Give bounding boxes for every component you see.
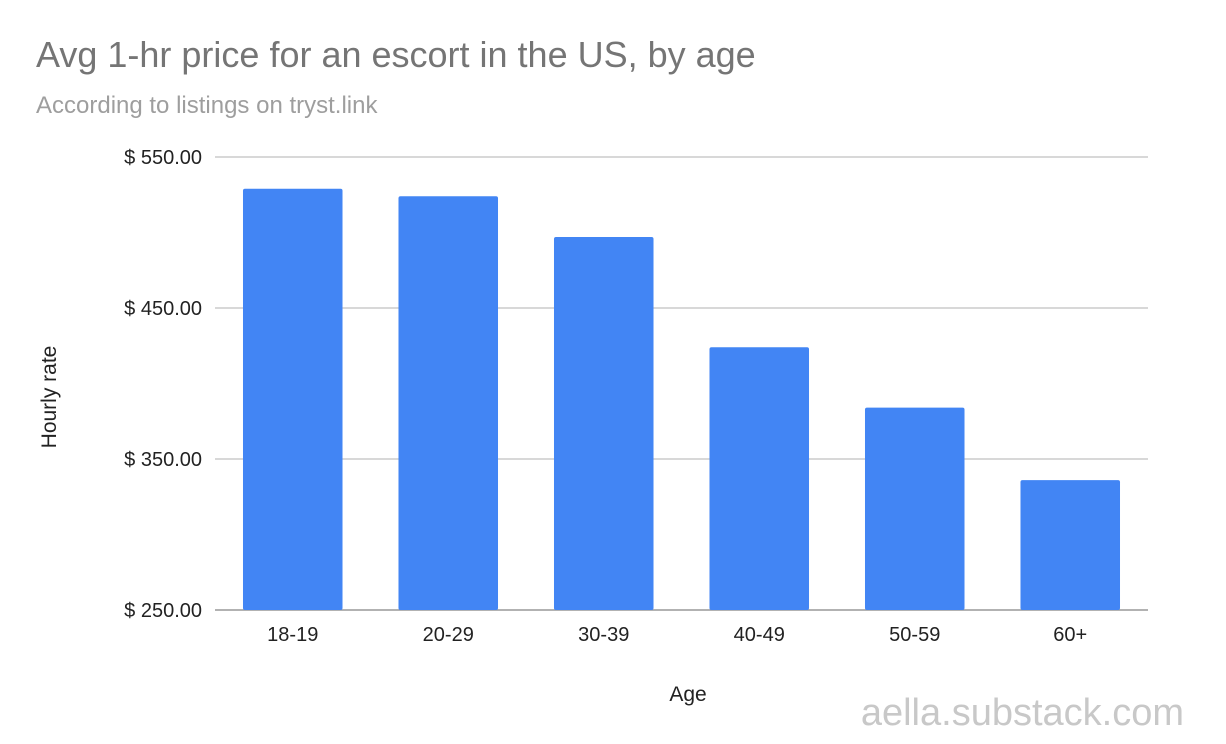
chart-title: Avg 1-hr price for an escort in the US, … — [36, 34, 756, 75]
bar-18-19 — [242, 188, 343, 610]
x-tick-label: 60+ — [1053, 624, 1087, 646]
y-axis-label: Hourly rate — [38, 346, 61, 449]
x-tick-label: 40-49 — [734, 624, 785, 646]
y-tick-label: $ 450.00 — [124, 298, 202, 320]
x-tick-label: 30-39 — [578, 624, 629, 646]
watermark-text: aella.substack.com — [860, 692, 1184, 734]
bar-50-59 — [864, 407, 965, 610]
gridlines — [215, 156, 1148, 611]
x-tick-label: 20-29 — [423, 624, 474, 646]
chart-subtitle: According to listings on tryst.link — [36, 92, 378, 119]
bar-20-29 — [398, 196, 499, 610]
y-axis-ticks: $ 250.00 $ 350.00 $ 450.00 $ 550.00 — [124, 147, 202, 622]
bar-30-39 — [553, 237, 654, 610]
bar-40-49 — [709, 347, 810, 610]
y-tick-label: $ 350.00 — [124, 449, 202, 471]
x-tick-label: 18-19 — [267, 624, 318, 646]
x-axis-label: Age — [669, 683, 706, 706]
x-tick-label: 50-59 — [889, 624, 940, 646]
x-axis-ticks: 18-19 20-29 30-39 40-49 50-59 60+ — [267, 624, 1087, 646]
y-tick-label: $ 250.00 — [124, 600, 202, 622]
y-tick-label: $ 550.00 — [124, 147, 202, 169]
bar-60+ — [1020, 480, 1121, 610]
bars — [242, 188, 1121, 610]
